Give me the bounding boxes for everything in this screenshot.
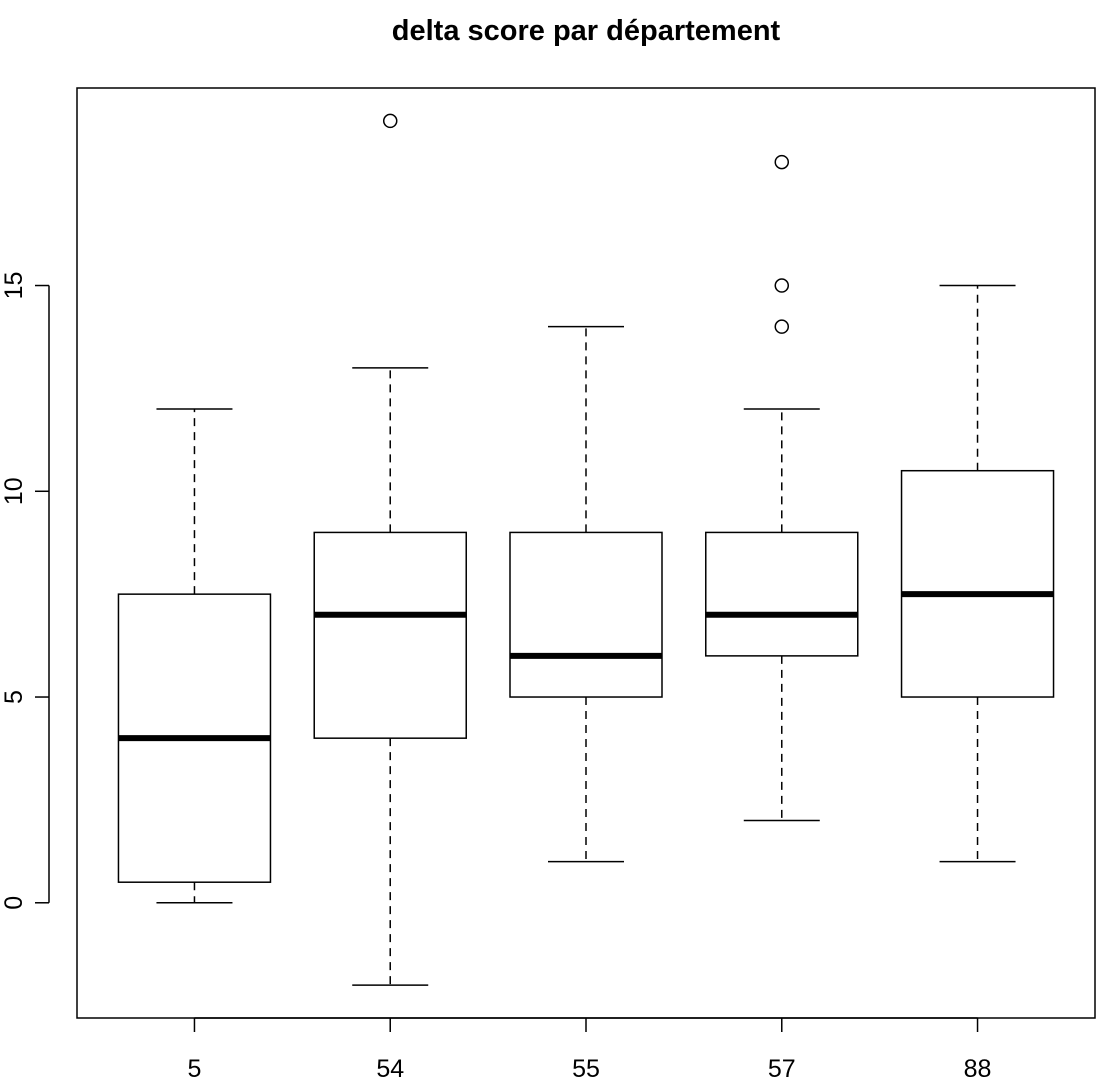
box-57 [705,154,859,822]
outlier-point [382,113,398,129]
y-tick-label: 5 [0,690,28,704]
y-tick-label: 10 [0,477,28,505]
y-tick-label: 15 [0,272,28,300]
iqr-box [705,531,859,657]
box-5 [117,408,272,904]
outlier-point [774,154,790,170]
outlier-point [774,278,790,293]
x-tick-label: 57 [768,1055,796,1083]
outlier-point [774,319,790,334]
x-axis: 5 54 55 57 88 [188,1017,992,1083]
x-tick-label: 88 [964,1055,992,1083]
iqr-box [900,469,1055,698]
box-88 [900,284,1055,863]
box-55 [509,325,663,863]
x-tick-label: 55 [572,1055,600,1083]
iqr-box [313,531,467,739]
x-tick-label: 5 [188,1055,202,1083]
boxes-group [117,113,1055,986]
chart-title: delta score par département [392,15,781,47]
y-tick-label: 0 [0,896,28,910]
iqr-box [509,531,663,698]
x-tick-label: 54 [376,1055,404,1083]
y-axis: 0 5 10 15 [0,272,50,910]
box-54 [313,113,467,986]
